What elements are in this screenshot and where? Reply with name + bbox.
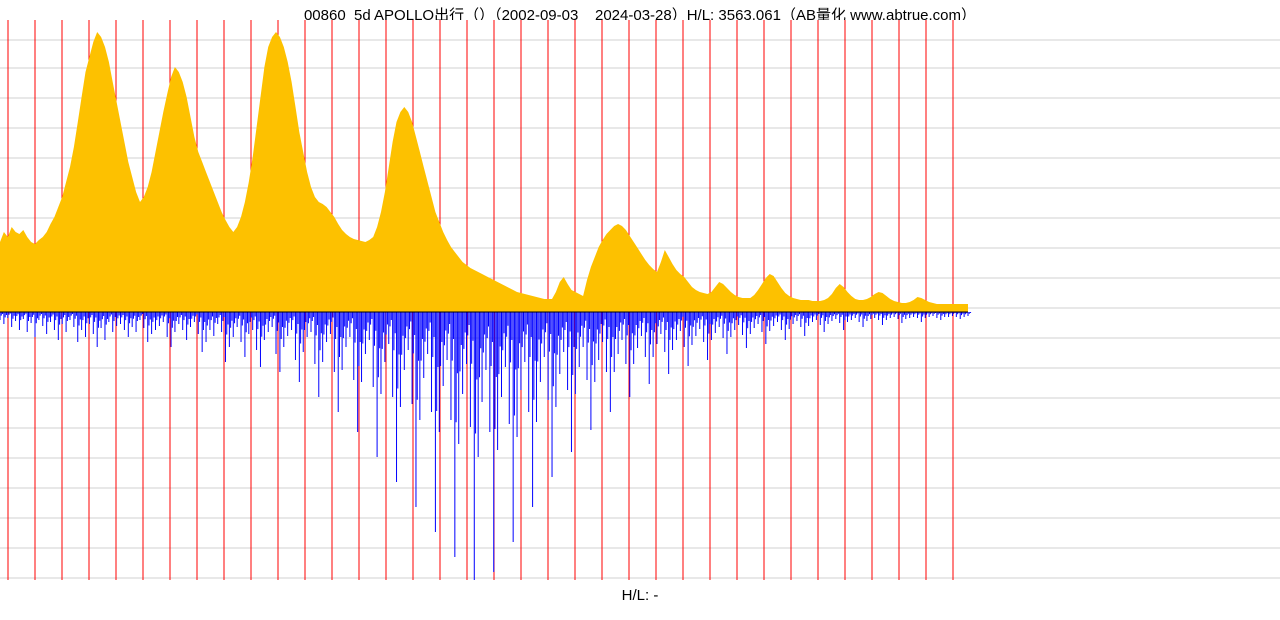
chart-container: 00860_5d APOLLO出行（）（2002-09-03__2024-03-… [0,0,1280,620]
chart-area [0,20,1280,580]
chart-footer: H/L: - [0,587,1280,604]
chart-svg [0,20,1280,580]
